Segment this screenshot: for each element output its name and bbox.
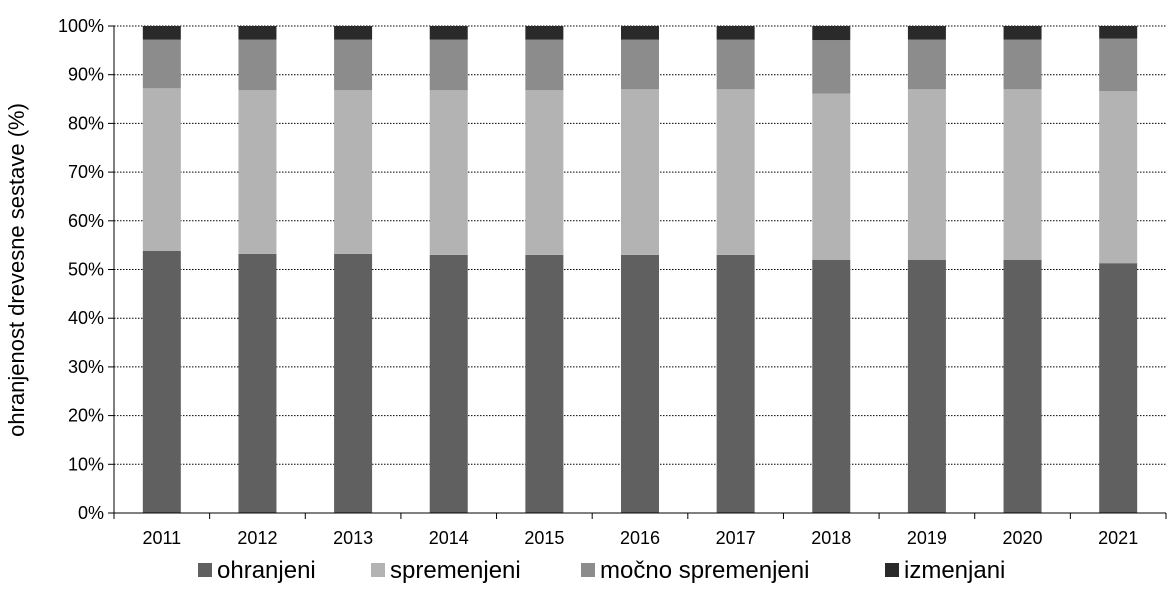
bar-segment-1	[334, 253, 373, 513]
bar-segment-2	[525, 90, 564, 255]
bar-segment-3	[907, 39, 946, 90]
legend-swatch	[581, 563, 595, 577]
y-tick-label: 20%	[68, 406, 104, 426]
bar-segment-4	[716, 26, 755, 40]
bar-segment-1	[429, 254, 468, 513]
y-tick-label: 90%	[68, 65, 104, 85]
bar-segment-4	[429, 26, 468, 40]
x-tick-label: 2017	[716, 528, 756, 548]
bar-segment-3	[238, 39, 277, 91]
y-tick-label: 100%	[58, 16, 104, 36]
legend-label: izmenjani	[904, 557, 1005, 584]
bar-segment-2	[621, 89, 659, 255]
y-axis-title: ohranjenost drevesne sestave (%)	[4, 103, 29, 437]
bar-segment-2	[429, 90, 468, 255]
y-tick-label: 50%	[68, 260, 104, 280]
bar-segment-2	[716, 89, 755, 255]
y-tick-label: 40%	[68, 308, 104, 328]
bar-segment-1	[1003, 259, 1042, 513]
x-tick-label: 2018	[811, 528, 851, 548]
bar-segment-3	[812, 40, 851, 94]
bar-segment-3	[334, 39, 373, 91]
x-tick-label: 2015	[524, 528, 564, 548]
legend-label: ohranjeni	[217, 557, 316, 584]
y-tick-label: 70%	[68, 162, 104, 182]
bar-segment-3	[429, 39, 468, 91]
bar-segment-4	[907, 26, 946, 40]
y-tick-label: 80%	[68, 113, 104, 133]
bar-segment-4	[142, 26, 181, 40]
bar-segment-1	[142, 250, 181, 513]
legend: ohranjeni spremenjeni močno spremenjeni izm…	[198, 557, 1005, 584]
bar-segment-2	[142, 88, 181, 251]
x-tick-label: 2019	[907, 528, 947, 548]
bar-segment-3	[1099, 38, 1138, 92]
bar-segment-2	[907, 89, 946, 260]
bar-segment-1	[621, 254, 659, 513]
x-tick-label: 2011	[142, 528, 181, 548]
x-tick-label: 2012	[237, 528, 277, 548]
y-tick-label: 30%	[68, 357, 104, 377]
axes: 0% 10% 20% 30% 40% 50% 60% 70% 80% 90% 100% 2011 201…	[58, 16, 1167, 548]
bar-segment-4	[238, 26, 277, 40]
bar-segment-1	[907, 259, 946, 513]
bar-segment-4	[1003, 26, 1042, 40]
bar-segment-1	[716, 254, 755, 513]
x-tick-label: 2013	[333, 528, 373, 548]
bar-segment-4	[525, 26, 564, 40]
bar-segment-4	[621, 26, 659, 40]
bar-segment-1	[238, 253, 277, 513]
bar-segment-1	[525, 254, 564, 513]
bar-segment-2	[1099, 91, 1138, 264]
bar-segment-4	[1099, 26, 1138, 39]
bar-segment-2	[812, 93, 851, 260]
y-tick-label: 10%	[68, 454, 104, 474]
bar-segment-3	[525, 39, 564, 91]
x-tick-label: 2021	[1098, 528, 1138, 548]
bar-segment-4	[812, 26, 851, 41]
bar-segment-3	[142, 39, 181, 89]
bar-segment-4	[334, 26, 373, 40]
x-tick-label: 2020	[1003, 528, 1043, 548]
bar-segment-3	[621, 39, 659, 90]
x-tick-label: 2014	[429, 528, 469, 548]
bar-segment-2	[238, 90, 277, 254]
bar-segment-3	[1003, 39, 1042, 90]
bar-segment-3	[716, 39, 755, 90]
bar-segment-2	[1003, 89, 1042, 260]
legend-label: močno spremenjeni	[600, 557, 809, 584]
bar-segment-1	[1099, 263, 1138, 513]
y-tick-label: 60%	[68, 211, 104, 231]
legend-label: spremenjeni	[390, 557, 521, 584]
legend-swatch	[885, 563, 899, 577]
legend-swatch	[198, 563, 212, 577]
y-tick-label: 0%	[78, 503, 104, 523]
bar-segment-1	[812, 259, 851, 513]
bar-segment-2	[334, 90, 373, 254]
legend-swatch	[371, 563, 385, 577]
bars	[142, 26, 1138, 513]
x-tick-label: 2016	[620, 528, 660, 548]
